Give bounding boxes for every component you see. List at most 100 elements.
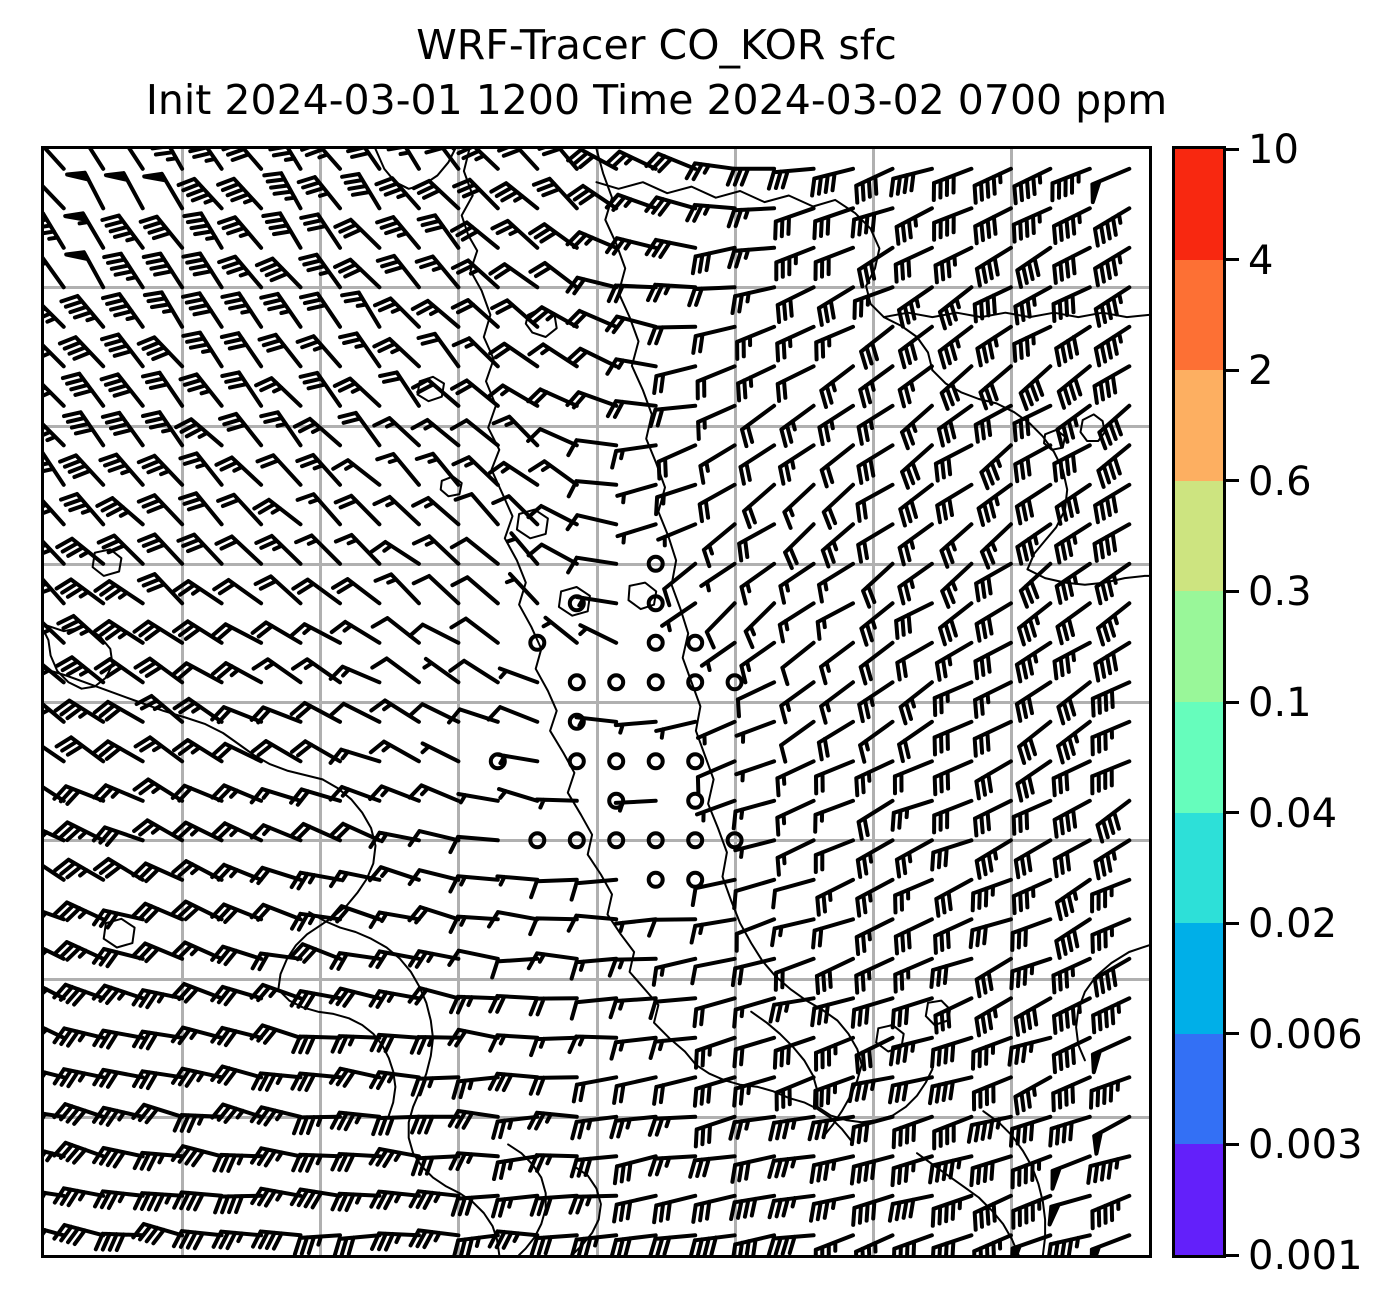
wind-barb [93, 619, 145, 645]
wind-barb [1011, 877, 1053, 916]
wind-barb [449, 994, 500, 1015]
wind-barb [897, 285, 934, 329]
wind-barb [292, 1114, 342, 1136]
wind-barb [411, 178, 461, 211]
wind-barb [369, 698, 421, 724]
wind-barb [732, 996, 777, 1029]
wind-barb [210, 783, 264, 803]
wind-barb [289, 989, 342, 1011]
wind-barb [44, 1026, 66, 1040]
wind-barb [609, 1035, 658, 1061]
wind-barb [368, 1147, 421, 1168]
wind-barb [410, 298, 461, 329]
wind-barb [328, 904, 382, 924]
wind-barb [526, 542, 579, 566]
wind-barb [171, 1229, 224, 1251]
wind-barb [696, 403, 737, 441]
wind-barb [63, 211, 106, 250]
wind-barb [775, 798, 816, 837]
coastline-segment [44, 667, 324, 781]
wind-barb [44, 577, 66, 606]
wind-barb [1092, 1114, 1132, 1156]
wind-barb [1013, 443, 1053, 484]
wind-barb [578, 623, 619, 645]
wind-barb [938, 285, 974, 331]
wind-barb [447, 948, 500, 967]
wind-barb [1012, 403, 1053, 443]
wind-barb [448, 1151, 500, 1172]
wind-barb [337, 410, 382, 448]
wind-barb [526, 427, 579, 448]
wind-barb [644, 151, 698, 174]
wind-barb [528, 1153, 579, 1173]
wind-barb [300, 149, 342, 171]
wind-barb [424, 149, 461, 171]
wind-barb [182, 211, 224, 250]
wind-barb [1055, 601, 1092, 646]
wind-barb [972, 166, 1013, 205]
wind-barb [299, 291, 342, 329]
wind-barb [410, 418, 461, 448]
wind-barb [100, 332, 145, 369]
wind-barb [766, 166, 816, 191]
wind-barb [1009, 1114, 1053, 1148]
wind-barb [410, 1154, 461, 1177]
wind-barb [138, 214, 185, 250]
wind-barb [332, 1233, 382, 1255]
wind-barb [1014, 680, 1053, 723]
wind-barb [615, 522, 658, 545]
wind-barb [730, 1154, 777, 1184]
wind-barb [92, 1146, 145, 1169]
wind-barb [656, 522, 698, 548]
wind-barb [1092, 522, 1132, 563]
wind-barb [249, 823, 303, 843]
wind-barb [497, 787, 540, 803]
wind-barb [92, 857, 145, 882]
wind-barb [171, 661, 224, 685]
wind-barb [1007, 1035, 1053, 1067]
wind-barb [968, 917, 1013, 950]
wind-barb-calm [567, 712, 586, 731]
wind-barb [100, 410, 145, 448]
wind-barb [1090, 877, 1132, 914]
wind-barb [1093, 324, 1132, 368]
wind-barb [487, 383, 540, 408]
wind-barb [898, 324, 934, 370]
tick-label: 10 [1248, 127, 1299, 173]
wind-barb [328, 747, 382, 765]
wind-barb [210, 661, 264, 685]
wind-barb [971, 1035, 1013, 1071]
wind-barb [726, 206, 777, 229]
wind-barb [734, 917, 777, 953]
wind-barb [1013, 285, 1053, 326]
wind-barb [939, 522, 974, 569]
wind-barb [969, 1154, 1013, 1188]
wind-barb [141, 251, 185, 290]
wind-barb [730, 956, 777, 988]
wind-barb [1089, 1075, 1132, 1110]
colorbar-band [1175, 259, 1223, 371]
wind-barb [974, 996, 1013, 1038]
wind-barb [132, 1069, 185, 1091]
wind-barb [777, 601, 816, 644]
wind-barb [568, 1193, 619, 1215]
wind-barb [1050, 1154, 1092, 1191]
wind-barb [1013, 1075, 1053, 1116]
wind-barb [132, 1150, 185, 1172]
wind-barb [450, 575, 500, 606]
wind-barb [370, 1231, 421, 1252]
wind-barb [456, 792, 500, 805]
wind-barb [328, 664, 382, 685]
title-line-2: Init 2024-03-01 1200 Time 2024-03-02 070… [145, 75, 1168, 124]
wind-barb [44, 702, 66, 724]
wind-barb [290, 911, 342, 932]
wind-barb [250, 1186, 303, 1208]
wind-barb [340, 290, 382, 329]
wind-barb [973, 680, 1013, 719]
wind-barb [378, 370, 421, 408]
wind-barb [44, 621, 66, 645]
wind-barb [566, 555, 619, 575]
wind-barb [652, 1075, 698, 1106]
wind-barb [854, 956, 895, 995]
wind-barb [291, 1034, 342, 1055]
